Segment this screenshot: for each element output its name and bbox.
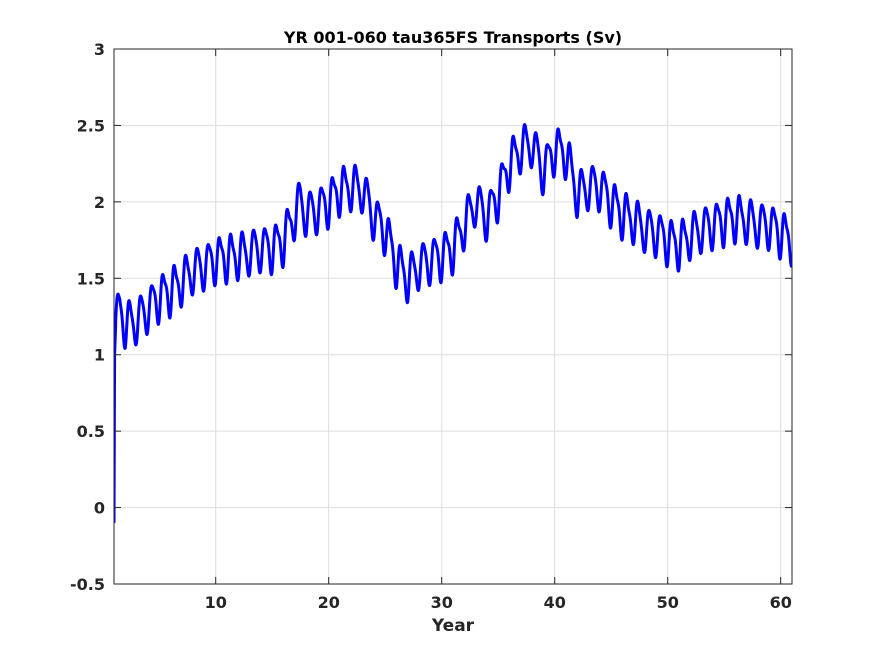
x-tick-label: 60	[770, 593, 792, 612]
x-tick-label: 20	[318, 593, 340, 612]
y-tick-label: 0	[94, 499, 105, 518]
y-tick-label: 2	[94, 193, 105, 212]
ticks	[114, 48, 792, 585]
y-tick-label: 0.5	[77, 422, 105, 441]
x-tick-label: 40	[544, 593, 566, 612]
x-axis-label: Year	[431, 616, 475, 636]
series-layer	[114, 123, 792, 523]
y-tick-label: 2.5	[77, 116, 105, 135]
plot-area	[114, 49, 792, 584]
y-tick-label: 3	[94, 40, 105, 59]
x-tick-label: 50	[657, 593, 679, 612]
y-tick-label: 1.5	[77, 269, 105, 288]
transport-series-line	[114, 123, 792, 523]
plot-frame	[113, 48, 793, 585]
x-tick-label: 30	[431, 593, 453, 612]
x-tick-label: 10	[205, 593, 227, 612]
tick-labels: 10 20 30 40 50 60 -0.5 0 0.5 1 1.5 2 2.5 3	[70, 40, 792, 612]
chart-title: YR 001-060 tau365FS Transports (Sv)	[283, 28, 622, 47]
y-tick-label: -0.5	[70, 575, 105, 594]
y-tick-label: 1	[94, 346, 105, 365]
